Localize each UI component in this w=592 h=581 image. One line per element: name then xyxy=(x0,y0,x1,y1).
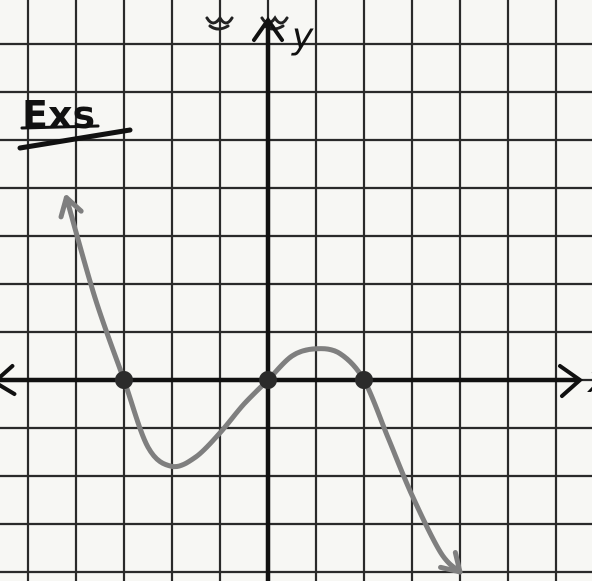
x-axis-label: x xyxy=(587,360,592,401)
exs-label: Exs xyxy=(22,93,95,137)
x-intercept-point xyxy=(115,371,133,389)
x-axis-left-arrow-icon xyxy=(0,364,17,396)
axes xyxy=(0,16,584,581)
curve-left-arrow-icon xyxy=(58,195,84,220)
curve-marks xyxy=(58,195,463,575)
x-axis-arrow-icon xyxy=(558,364,584,398)
x-intercept-point xyxy=(355,371,373,389)
exs-top-underline-icon xyxy=(20,124,100,130)
y-axis-arrow-icon xyxy=(252,16,284,42)
y-axis-label: y xyxy=(291,16,314,57)
x-intercept-point xyxy=(259,371,277,389)
curve-right-arrow-icon xyxy=(438,550,463,575)
top-scribble-left xyxy=(205,15,234,31)
exs-underline-icon xyxy=(17,127,133,151)
